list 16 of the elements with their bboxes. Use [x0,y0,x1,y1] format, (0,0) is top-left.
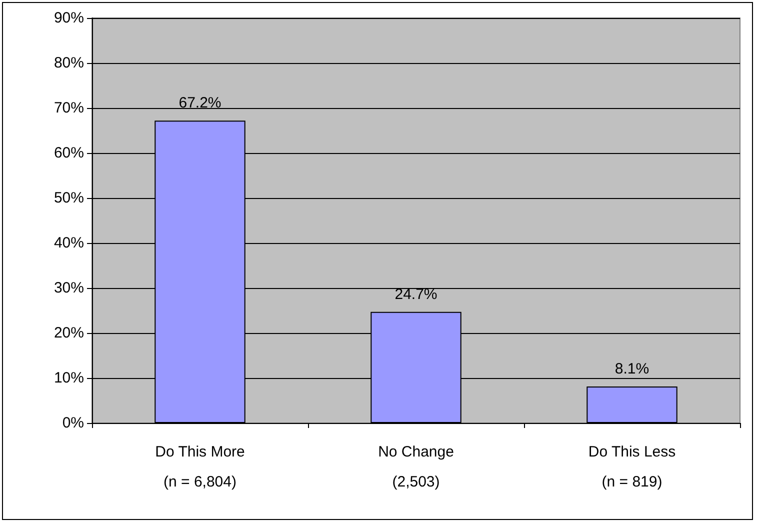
y-tick-label: 70% [54,100,84,116]
y-tick-label: 30% [54,280,84,296]
y-tick-label: 10% [54,370,84,386]
y-tick-label: 60% [54,144,84,162]
data-label: 67.2% [178,94,222,112]
y-tick-label: 40% [54,234,84,252]
y-tick-label: 50% [54,190,84,206]
x-tick-label: No Change (2,503) [378,444,454,490]
y-tick-label: 0% [62,414,84,432]
y-tick-label: 80% [54,54,84,72]
y-tick-label: 90% [54,10,84,26]
data-label: 8.1% [614,360,650,378]
x-tick-label: Do This Less (n = 819) [588,444,676,490]
x-tick-label: Do This More (n = 6,804) [155,444,245,490]
y-tick-label: 20% [54,324,84,342]
bar [586,386,678,423]
